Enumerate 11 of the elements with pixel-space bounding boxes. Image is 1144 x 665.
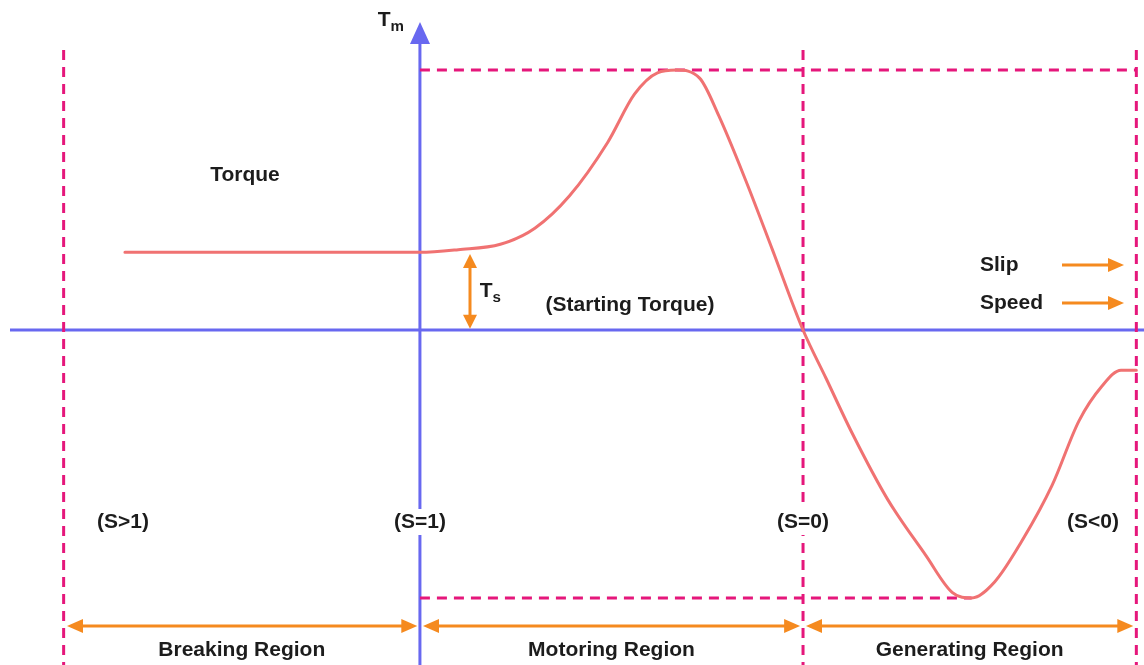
text: Breaking Region bbox=[158, 636, 326, 660]
x-tick-label: (S=0) bbox=[777, 508, 829, 532]
y-axis-title: Torque bbox=[210, 161, 280, 185]
annotation: (S<0) bbox=[1067, 508, 1119, 532]
annotation: (S>1) bbox=[97, 508, 149, 532]
annotation: (Starting Torque) bbox=[545, 291, 715, 315]
annotation: Speed bbox=[980, 289, 1044, 313]
x-tick-label: (S=1) bbox=[393, 508, 446, 532]
x-axis-title: Slip bbox=[980, 251, 1019, 275]
text: Motoring Region bbox=[528, 636, 695, 660]
text: Generating Region bbox=[875, 636, 1064, 660]
